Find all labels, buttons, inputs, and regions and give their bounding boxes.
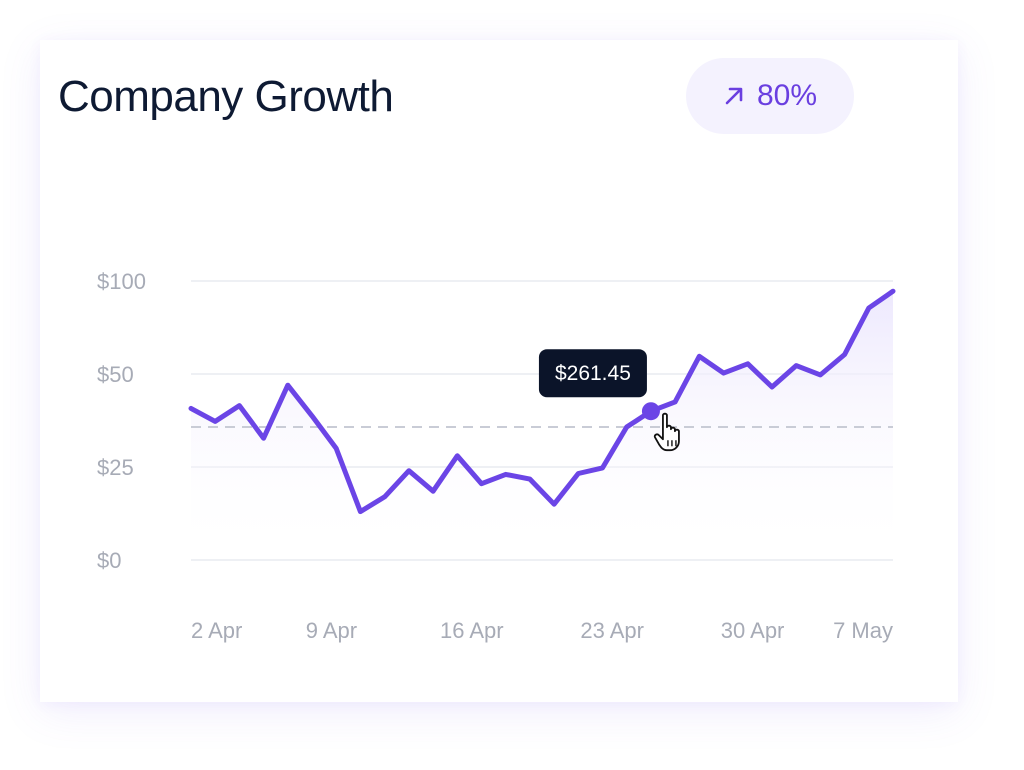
data-point bbox=[503, 471, 509, 477]
data-point bbox=[406, 468, 412, 474]
series-line bbox=[188, 288, 896, 515]
data-point bbox=[212, 418, 218, 424]
y-tick-label: $100 bbox=[97, 269, 146, 294]
data-point bbox=[672, 399, 678, 405]
tooltip-box bbox=[538, 349, 647, 398]
y-tick-label: $25 bbox=[97, 455, 134, 480]
arrow-up-right-icon bbox=[725, 87, 743, 105]
data-point bbox=[769, 384, 775, 390]
data-point bbox=[696, 353, 702, 359]
data-point bbox=[817, 372, 823, 378]
growth-value: 80% bbox=[756, 79, 818, 112]
x-tick-label: 16 Apr bbox=[440, 618, 504, 643]
data-point bbox=[285, 382, 291, 388]
data-point bbox=[890, 288, 896, 294]
data-point bbox=[721, 370, 727, 376]
data-point bbox=[600, 465, 606, 471]
hand-cursor-icon bbox=[653, 412, 680, 452]
y-tick-label: $0 bbox=[97, 548, 121, 573]
data-point bbox=[745, 361, 751, 367]
x-tick-label: 9 Apr bbox=[306, 618, 357, 643]
x-tick-label: 7 May bbox=[833, 618, 893, 643]
data-point bbox=[793, 363, 799, 369]
data-point bbox=[309, 413, 315, 419]
tooltip-label: $261.45 bbox=[555, 362, 631, 385]
highlighted-point[interactable] bbox=[641, 402, 660, 421]
data-point bbox=[551, 501, 557, 507]
x-tick-label: 2 Apr bbox=[191, 618, 242, 643]
data-point bbox=[188, 405, 194, 411]
data-point bbox=[478, 481, 484, 487]
data-point bbox=[333, 445, 339, 451]
data-point bbox=[527, 476, 533, 482]
area-fill bbox=[191, 291, 893, 560]
data-point bbox=[357, 509, 363, 515]
x-tick-label: 30 Apr bbox=[721, 618, 785, 643]
data-point bbox=[430, 488, 436, 494]
data-point bbox=[624, 424, 630, 430]
data-point bbox=[261, 435, 267, 441]
x-tick-label: 23 Apr bbox=[580, 618, 644, 643]
y-tick-label: $50 bbox=[97, 362, 134, 387]
data-point bbox=[454, 453, 460, 459]
data-point bbox=[382, 494, 388, 500]
data-point bbox=[236, 403, 242, 409]
data-point bbox=[866, 305, 872, 311]
data-point bbox=[575, 471, 581, 477]
growth-badge: 80% bbox=[686, 58, 854, 134]
chart-title: Company Growth bbox=[58, 72, 394, 121]
data-point bbox=[842, 351, 848, 357]
